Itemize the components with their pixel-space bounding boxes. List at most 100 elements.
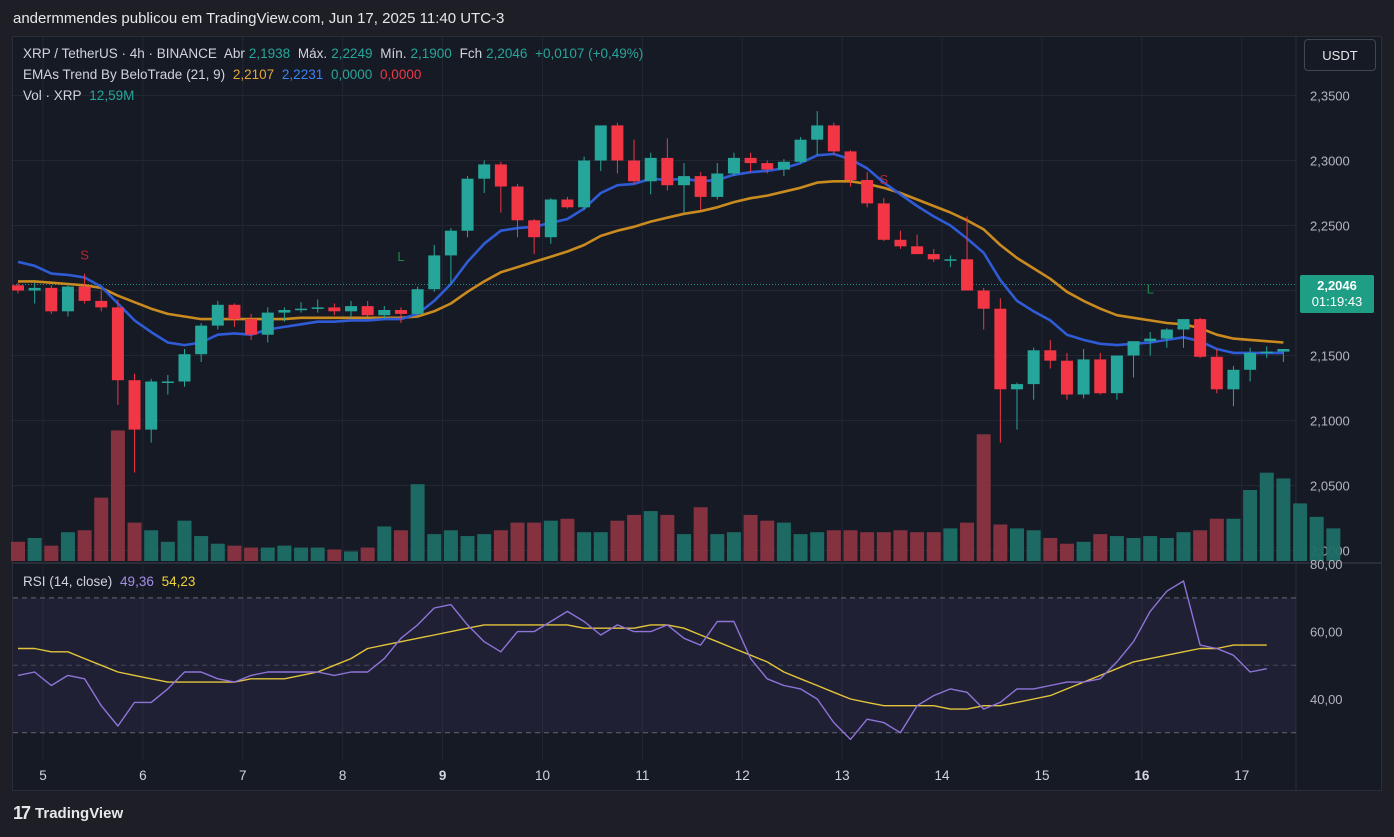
volume-bar: [1059, 543, 1074, 561]
candle-body: [295, 308, 308, 311]
volume-bar: [826, 530, 841, 561]
volume-bar: [277, 545, 292, 561]
candle-body: [12, 285, 24, 291]
candle-body: [1277, 349, 1290, 352]
legend-ema-value-1: 2,2107: [232, 67, 275, 82]
candle-body: [261, 312, 274, 335]
candle-body: [861, 180, 874, 204]
volume-bar: [893, 530, 908, 561]
candle-body: [1160, 329, 1173, 339]
candle-body: [894, 239, 907, 247]
volume-bar: [210, 543, 225, 561]
candle-body: [461, 178, 474, 231]
candle-body: [761, 163, 774, 170]
candle-body: [1194, 319, 1207, 357]
legend-close-value: 2,2046: [486, 46, 528, 61]
volume-bar: [793, 534, 808, 561]
legend-ema-value-4: 0,0000: [380, 67, 422, 82]
volume-bar: [227, 545, 242, 561]
legend-open-label: Abr: [223, 46, 245, 61]
volume-bar: [1176, 532, 1191, 561]
candle-body: [711, 173, 724, 197]
candle-body: [328, 307, 341, 312]
volume-bar: [1109, 536, 1124, 561]
footer-brand[interactable]: 17 TradingView: [13, 803, 123, 824]
volume-bar: [677, 534, 691, 561]
y-tick-label: 2,1000: [1310, 414, 1350, 429]
volume-bar: [860, 532, 875, 561]
rsi-pane: [13, 564, 1296, 760]
candle-body: [1011, 384, 1023, 390]
volume-bar: [560, 518, 575, 561]
volume-bar: [1293, 503, 1308, 561]
legend-symbol-row: XRP / TetherUS · 4h · BINANCE Abr 2,1938 …: [23, 46, 647, 61]
volume-bar: [843, 530, 858, 561]
volume-bar: [1193, 530, 1208, 561]
volume-bar: [1076, 541, 1091, 561]
x-tick-label: 8: [339, 768, 347, 783]
main-pane: [13, 37, 1296, 562]
volume-bar: [743, 514, 758, 561]
volume-bar: [144, 530, 159, 561]
candle-body: [977, 290, 990, 309]
candle-body: [28, 287, 41, 291]
volume-bar: [127, 522, 142, 561]
volume-bar: [327, 549, 342, 561]
candle-body: [311, 307, 324, 309]
candle-body: [777, 161, 790, 170]
volume-bar: [1026, 530, 1041, 561]
candle-body: [578, 160, 591, 208]
volume-bar: [1309, 516, 1324, 561]
candle-body: [611, 125, 624, 161]
candle-body: [61, 286, 74, 312]
volume-bar: [443, 530, 458, 561]
candle-body: [1077, 359, 1090, 395]
volume-bar: [1126, 537, 1141, 561]
legend-rsi-value: 49,36: [120, 574, 154, 589]
footer-brand-label: TradingView: [35, 805, 124, 822]
volume-bar: [44, 545, 59, 561]
candle-body: [877, 203, 890, 240]
volume-bar: [627, 514, 642, 561]
legend-rsi-name[interactable]: RSI (14, close): [23, 574, 113, 589]
candle-body: [361, 306, 374, 316]
volume-bar: [1259, 472, 1274, 561]
volume-bar: [943, 528, 958, 561]
volume-bar: [427, 534, 442, 561]
legend-volume-name[interactable]: Vol · XRP: [23, 88, 82, 103]
candle-body: [411, 289, 424, 314]
volume-bar: [460, 536, 475, 561]
candle-body: [944, 259, 957, 261]
volume-bar: [960, 522, 975, 561]
last-price: 2,2046: [1317, 278, 1357, 293]
publish-line: andermmendes publicou em TradingView.com…: [13, 10, 505, 27]
legend-high-label: Máx.: [297, 46, 328, 61]
x-tick-label: 9: [439, 768, 447, 783]
volume-bar: [194, 536, 209, 561]
volume-bar: [660, 514, 675, 561]
legend-low-label: Mín.: [380, 46, 407, 61]
candle-body: [1127, 341, 1140, 356]
candle-body: [211, 304, 224, 326]
candle-body: [561, 199, 574, 208]
volume-bar: [1226, 518, 1241, 561]
volume-bar: [710, 534, 725, 561]
currency-button[interactable]: USDT: [1304, 39, 1376, 71]
y-tick-label: 2,3000: [1310, 154, 1350, 169]
volume-bar: [377, 526, 392, 561]
candle-body: [511, 186, 524, 221]
volume-bar: [1209, 518, 1224, 561]
legend-ema-name[interactable]: EMAs Trend By BeloTrade (21, 9): [23, 67, 226, 82]
volume-bar: [1010, 528, 1024, 561]
volume-bar: [510, 522, 525, 561]
candle-body: [1227, 369, 1240, 390]
volume-bar: [993, 524, 1008, 561]
candle-body: [844, 151, 857, 180]
volume-bar: [393, 530, 408, 561]
candle-body: [78, 286, 91, 301]
candle-body: [827, 125, 840, 152]
legend-symbol[interactable]: XRP / TetherUS · 4h · BINANCE: [23, 46, 217, 61]
candle-body: [694, 176, 707, 197]
volume-bar: [643, 511, 658, 561]
